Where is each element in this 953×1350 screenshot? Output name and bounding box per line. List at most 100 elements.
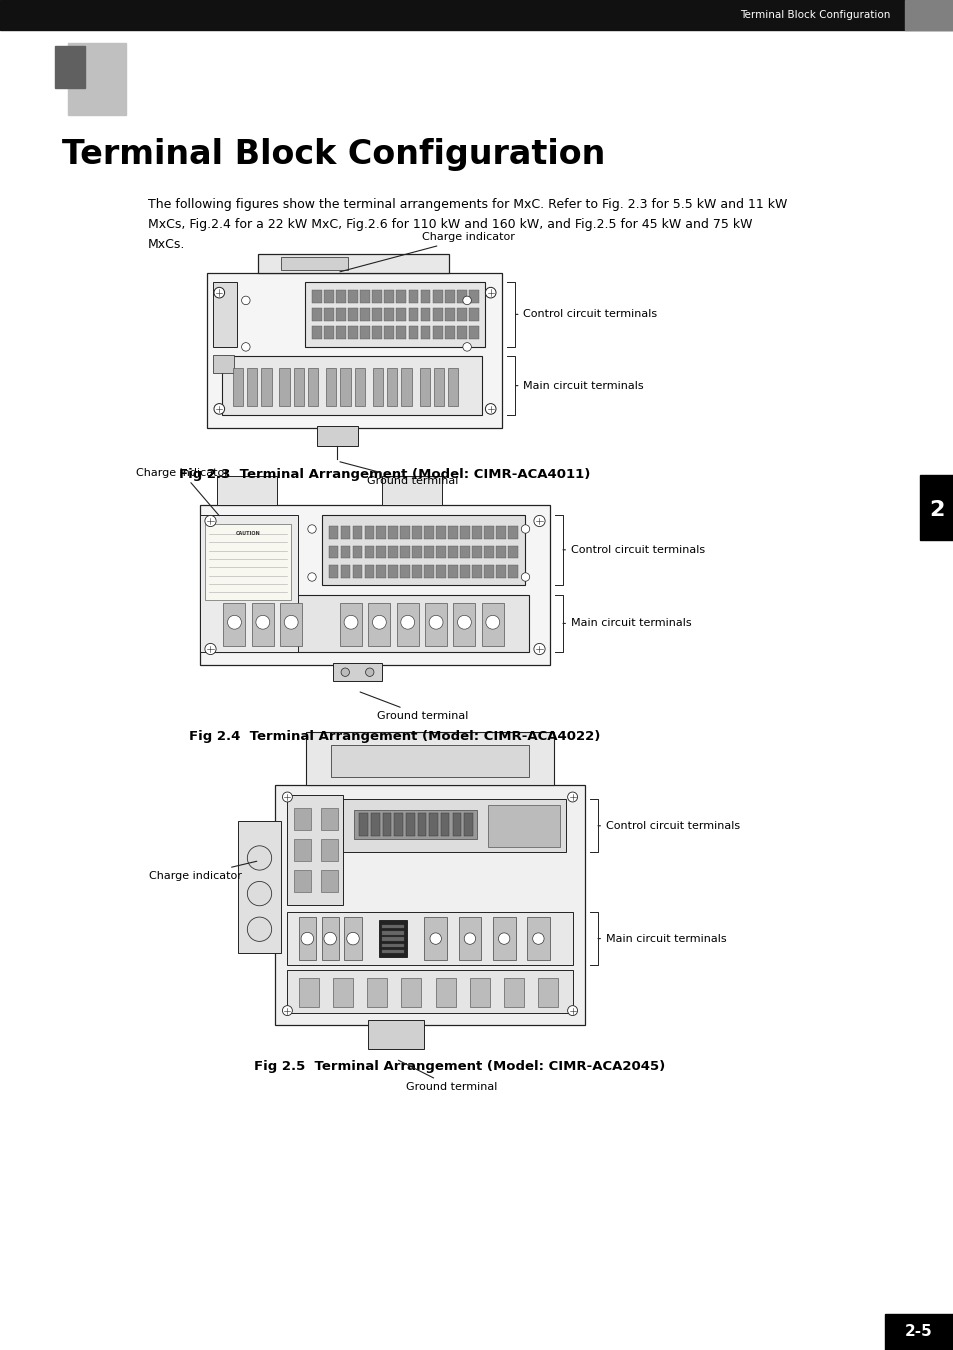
Bar bbox=[453, 603, 475, 647]
Text: Control circuit terminals: Control circuit terminals bbox=[598, 821, 740, 830]
Bar bbox=[340, 526, 350, 539]
Bar bbox=[287, 795, 343, 905]
Circle shape bbox=[205, 516, 216, 526]
Bar bbox=[320, 807, 337, 830]
Bar bbox=[382, 813, 391, 836]
Text: Charge indicator: Charge indicator bbox=[339, 232, 515, 271]
Text: Terminal Block Configuration: Terminal Block Configuration bbox=[739, 9, 889, 20]
Bar bbox=[468, 308, 478, 321]
Bar bbox=[68, 43, 126, 115]
Bar bbox=[335, 290, 346, 302]
Bar bbox=[503, 979, 523, 1007]
Bar bbox=[280, 603, 302, 647]
Circle shape bbox=[372, 616, 386, 629]
Bar bbox=[55, 46, 85, 88]
Circle shape bbox=[430, 933, 441, 944]
Bar bbox=[237, 821, 281, 953]
Bar bbox=[208, 273, 502, 428]
Circle shape bbox=[282, 1006, 292, 1015]
Bar bbox=[348, 308, 357, 321]
Bar bbox=[287, 969, 572, 1012]
Bar bbox=[448, 526, 457, 539]
Bar bbox=[298, 979, 318, 1007]
Circle shape bbox=[344, 616, 357, 629]
Bar bbox=[408, 327, 418, 339]
Bar bbox=[367, 979, 387, 1007]
Bar bbox=[420, 327, 430, 339]
Bar bbox=[294, 838, 311, 861]
Bar bbox=[376, 566, 386, 578]
Text: 2: 2 bbox=[928, 500, 943, 520]
Bar bbox=[287, 913, 572, 965]
Bar bbox=[261, 369, 272, 406]
Text: Charge indicator: Charge indicator bbox=[150, 861, 256, 880]
Bar bbox=[408, 308, 418, 321]
Bar bbox=[396, 290, 406, 302]
Text: CAUTION: CAUTION bbox=[235, 531, 260, 536]
Bar bbox=[372, 327, 382, 339]
Bar bbox=[355, 369, 365, 406]
Circle shape bbox=[205, 644, 216, 655]
Bar bbox=[448, 369, 458, 406]
Bar bbox=[425, 603, 447, 647]
Bar bbox=[354, 810, 476, 838]
Bar bbox=[526, 918, 549, 960]
Bar bbox=[400, 545, 410, 559]
Bar bbox=[436, 545, 446, 559]
Bar bbox=[424, 566, 434, 578]
Text: Terminal Block Configuration: Terminal Block Configuration bbox=[62, 138, 605, 171]
Bar bbox=[364, 526, 374, 539]
Bar bbox=[484, 526, 494, 539]
Bar bbox=[233, 369, 243, 406]
Bar bbox=[384, 290, 394, 302]
Text: Fig 2.5  Terminal Arrangement (Model: CIMR-ACA2045): Fig 2.5 Terminal Arrangement (Model: CIM… bbox=[254, 1060, 665, 1073]
Circle shape bbox=[429, 616, 442, 629]
Bar bbox=[344, 918, 361, 960]
Bar bbox=[388, 526, 397, 539]
Bar bbox=[320, 838, 337, 861]
Circle shape bbox=[301, 933, 314, 945]
Bar bbox=[408, 290, 418, 302]
Bar bbox=[222, 356, 481, 414]
Circle shape bbox=[520, 572, 529, 582]
Bar bbox=[340, 545, 350, 559]
Bar bbox=[213, 594, 529, 652]
Circle shape bbox=[457, 616, 471, 629]
Bar bbox=[448, 566, 457, 578]
Text: Ground terminal: Ground terminal bbox=[398, 1060, 497, 1092]
Bar bbox=[424, 526, 434, 539]
Bar bbox=[448, 545, 457, 559]
Bar bbox=[378, 921, 407, 957]
Bar bbox=[468, 290, 478, 302]
Bar bbox=[388, 545, 397, 559]
Circle shape bbox=[213, 288, 224, 298]
Bar bbox=[384, 327, 394, 339]
Bar bbox=[400, 526, 410, 539]
Bar bbox=[213, 355, 233, 373]
Bar bbox=[412, 545, 422, 559]
Circle shape bbox=[464, 933, 476, 944]
Circle shape bbox=[485, 288, 496, 298]
Bar bbox=[424, 545, 434, 559]
Text: MxCs.: MxCs. bbox=[148, 238, 185, 251]
Circle shape bbox=[247, 917, 272, 941]
Bar bbox=[331, 745, 529, 778]
Bar bbox=[372, 290, 382, 302]
Bar bbox=[381, 950, 404, 953]
Bar bbox=[470, 979, 490, 1007]
Bar bbox=[388, 566, 397, 578]
Bar bbox=[360, 327, 370, 339]
Bar bbox=[432, 308, 442, 321]
Text: Main circuit terminals: Main circuit terminals bbox=[598, 934, 726, 944]
Circle shape bbox=[485, 616, 499, 629]
Bar bbox=[312, 308, 321, 321]
Circle shape bbox=[534, 516, 544, 526]
Bar bbox=[339, 603, 362, 647]
Circle shape bbox=[400, 616, 415, 629]
Bar bbox=[396, 603, 418, 647]
Circle shape bbox=[532, 933, 543, 944]
Bar bbox=[368, 1021, 423, 1049]
Bar bbox=[401, 979, 421, 1007]
Bar bbox=[400, 566, 410, 578]
Text: 2-5: 2-5 bbox=[904, 1324, 932, 1339]
